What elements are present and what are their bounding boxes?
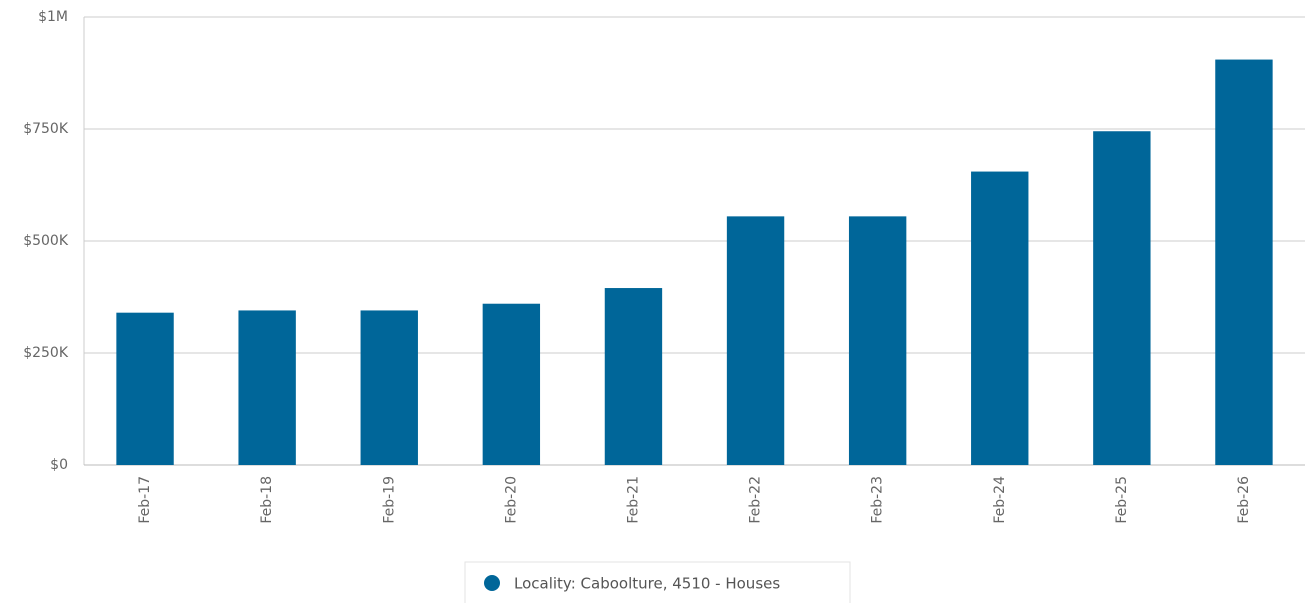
x-tick-label: Feb-19 xyxy=(381,476,397,524)
y-tick-label: $750K xyxy=(23,121,69,137)
bar xyxy=(604,288,663,465)
x-tick-label: Feb-18 xyxy=(259,476,275,524)
x-tick-label: Feb-20 xyxy=(503,476,519,524)
x-tick-label: Feb-17 xyxy=(137,476,153,524)
bar xyxy=(238,310,296,465)
x-tick-label: Feb-24 xyxy=(992,476,1008,524)
legend-box xyxy=(464,561,851,603)
y-tick-label: $250K xyxy=(23,345,69,361)
bar xyxy=(1093,131,1151,466)
x-tick-label: Feb-22 xyxy=(748,476,764,524)
bar xyxy=(726,216,785,465)
bar xyxy=(971,171,1029,465)
x-tick-label: Feb-23 xyxy=(870,476,886,524)
bar xyxy=(360,310,418,465)
x-tick-label: Feb-26 xyxy=(1236,476,1252,524)
x-tick-label: Feb-25 xyxy=(1114,476,1130,524)
y-tick-label: $500K xyxy=(23,233,69,249)
bar xyxy=(848,216,907,465)
y-tick-label: $1M xyxy=(38,9,68,25)
x-tick-label: Feb-21 xyxy=(625,476,641,524)
bar xyxy=(1215,59,1273,466)
y-tick-label: $0 xyxy=(50,457,68,473)
legend-label: Locality: Caboolture, 4510 - Houses xyxy=(514,575,780,593)
bar xyxy=(116,312,174,465)
bar xyxy=(482,303,541,465)
legend: Locality: Caboolture, 4510 - Houses xyxy=(464,561,851,603)
legend-marker xyxy=(484,575,500,591)
